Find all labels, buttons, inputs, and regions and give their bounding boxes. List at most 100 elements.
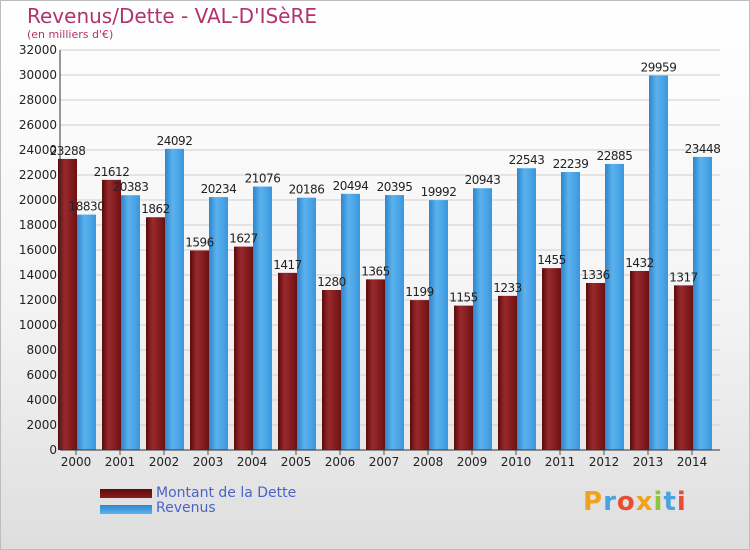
bar-revenus — [473, 188, 492, 450]
logo-letter: t — [663, 487, 677, 517]
data-label-dette: 1336 — [581, 268, 610, 282]
data-label-revenus: 21076 — [245, 172, 281, 186]
y-tick-label: 6000 — [26, 368, 57, 382]
proxiti-logo: Proxiti — [583, 487, 687, 517]
y-tick-label: 22000 — [19, 168, 57, 182]
y-tick-label: 8000 — [26, 343, 57, 357]
logo-letter: P — [583, 487, 604, 517]
x-tick-label: 2013 — [633, 455, 664, 469]
y-tick-label: 24000 — [19, 143, 57, 157]
bar-dette — [542, 268, 561, 450]
data-label-revenus: 20234 — [201, 182, 237, 196]
y-tick-label: 32000 — [19, 43, 57, 57]
x-tick-label: 2010 — [501, 455, 532, 469]
x-tick-label: 2011 — [545, 455, 576, 469]
bar-revenus — [649, 75, 668, 450]
x-tick-label: 2003 — [193, 455, 224, 469]
data-label-dette: 23288 — [50, 144, 86, 158]
x-tick-label: 2006 — [325, 455, 356, 469]
data-label-dette: 1417 — [273, 258, 302, 272]
x-tick-label: 2001 — [105, 455, 136, 469]
chart-subtitle: (en milliers d'€) — [27, 28, 114, 41]
legend-label-debt: Montant de la Dette — [156, 485, 297, 501]
logo-letter: r — [603, 487, 617, 517]
y-tick-label: 20000 — [19, 193, 57, 207]
data-label-dette: 1627 — [229, 232, 258, 246]
bar-revenus — [693, 156, 712, 450]
bar-dette — [234, 246, 253, 450]
x-tick-label: 2012 — [589, 455, 620, 469]
y-tick-label: 0 — [49, 443, 57, 457]
logo-letter: i — [676, 487, 687, 517]
data-label-dette: 1199 — [405, 285, 434, 299]
data-label-dette: 1155 — [449, 291, 478, 305]
bar-dette — [498, 295, 517, 450]
y-tick-label: 30000 — [19, 68, 57, 82]
data-label-dette: 1455 — [537, 253, 566, 267]
data-label-dette: 21612 — [94, 165, 130, 179]
bar-dette — [322, 289, 341, 450]
bar-dette — [278, 272, 297, 450]
bar-revenus — [209, 197, 228, 450]
bar-revenus — [253, 186, 272, 451]
bar-dette — [454, 305, 473, 450]
data-label-revenus: 23448 — [685, 142, 721, 156]
data-label-revenus: 20395 — [377, 180, 413, 194]
data-label-revenus: 22885 — [597, 149, 633, 163]
logo-letter: i — [653, 487, 664, 517]
y-tick-label: 16000 — [19, 243, 57, 257]
bar-revenus — [517, 168, 536, 450]
data-label-dette: 1596 — [185, 235, 214, 249]
bar-dette — [630, 270, 649, 450]
y-tick-label: 10000 — [19, 318, 57, 332]
logo-letter: x — [635, 487, 654, 517]
y-tick-label: 4000 — [26, 393, 57, 407]
data-label-revenus: 22543 — [509, 153, 545, 167]
data-label-dette: 1862 — [141, 202, 170, 216]
y-tick-label: 14000 — [19, 268, 57, 282]
chart-title: Revenus/Dette - VAL-D'ISèRE — [27, 4, 317, 28]
bar-revenus — [341, 193, 360, 450]
bar-dette — [410, 300, 429, 450]
data-label-dette: 1432 — [625, 256, 654, 270]
data-label-revenus: 20943 — [465, 173, 501, 187]
legend-swatch-debt — [100, 489, 152, 498]
data-label-revenus: 29959 — [641, 61, 677, 75]
x-tick-label: 2014 — [677, 455, 708, 469]
data-label-dette: 1317 — [669, 270, 698, 284]
data-label-revenus: 20383 — [113, 180, 149, 194]
data-label-revenus: 18830 — [69, 200, 105, 214]
data-label-dette: 1365 — [361, 264, 390, 278]
bar-dette — [58, 158, 77, 450]
x-tick-label: 2007 — [369, 455, 400, 469]
data-label-dette: 1280 — [317, 275, 346, 289]
data-label-revenus: 20186 — [289, 183, 325, 197]
y-tick-label: 18000 — [19, 218, 57, 232]
bar-revenus — [429, 200, 448, 450]
data-label-revenus: 22239 — [553, 157, 589, 171]
bar-revenus — [297, 197, 316, 450]
bar-revenus — [77, 214, 96, 450]
legend-swatch-revenus — [100, 505, 152, 514]
x-tick-label: 2000 — [61, 455, 92, 469]
bar-dette — [586, 282, 605, 450]
bar-dette — [102, 179, 121, 450]
bar-revenus — [561, 172, 580, 450]
bar-dette — [674, 285, 693, 450]
bar-dette — [366, 279, 385, 450]
bar-dette — [190, 250, 209, 450]
bar-revenus — [121, 195, 140, 450]
y-tick-label: 12000 — [19, 293, 57, 307]
x-tick-label: 2009 — [457, 455, 488, 469]
y-tick-label: 2000 — [26, 418, 57, 432]
bar-revenus — [165, 148, 184, 450]
x-tick-label: 2002 — [149, 455, 180, 469]
legend-label-revenus: Revenus — [156, 500, 216, 516]
x-tick-label: 2008 — [413, 455, 444, 469]
data-label-dette: 1233 — [493, 281, 522, 295]
data-label-revenus: 20494 — [333, 179, 369, 193]
data-label-revenus: 24092 — [157, 134, 193, 148]
bar-revenus — [385, 195, 404, 450]
bar-dette — [146, 217, 165, 450]
